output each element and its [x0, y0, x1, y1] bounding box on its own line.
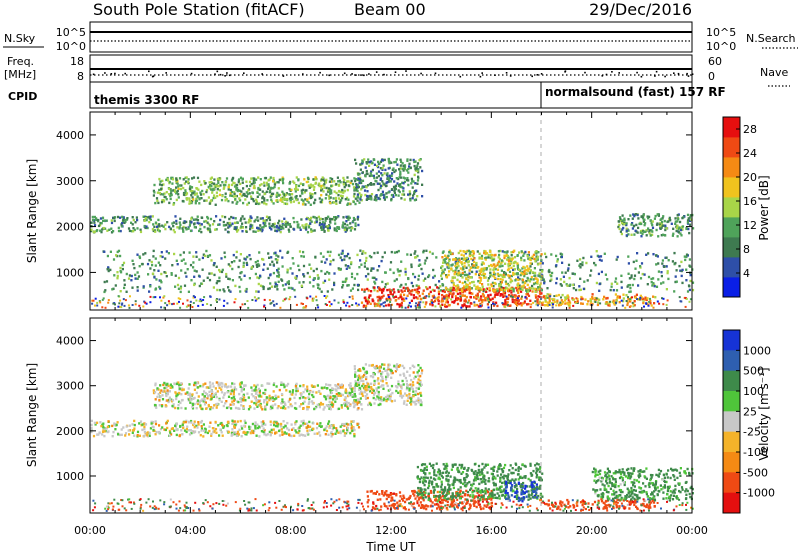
colorbar-tick-label: -1000 — [743, 487, 775, 500]
colorbar-swatch — [723, 137, 740, 157]
cpid-segment-1: themis 3300 RF — [94, 93, 199, 107]
colorbar-tick-label: 24 — [743, 147, 757, 160]
y-tick-label: 4000 — [56, 335, 84, 348]
nsearch-label: N.Search — [746, 32, 796, 45]
x-tick-label: 04:00 — [174, 524, 206, 537]
y-tick-label: 3000 — [56, 380, 84, 393]
colorbar-swatch — [723, 157, 740, 177]
x-tick-label: 00:00 — [74, 524, 106, 537]
colorbar-tick-label: 20 — [743, 171, 757, 184]
feature-3 — [103, 250, 695, 294]
colorbar-swatch — [723, 257, 740, 277]
feature-2 — [353, 158, 423, 202]
station-title: South Pole Station (fitACF) — [93, 0, 305, 19]
colorbar-swatch — [723, 432, 740, 453]
noise-tick-low-left: 10^0 — [56, 40, 86, 53]
power-axis: 1000 2000 3000 4000 — [56, 112, 692, 310]
y-tick-label: 4000 — [56, 129, 84, 142]
time-axis-label: Time UT — [365, 540, 416, 554]
power-panel: 1000 2000 3000 4000 Slant Range [km] 4 8 12 16… — [25, 112, 771, 310]
nave-tick-low: 0 — [708, 70, 715, 83]
cpid-segment-2: normalsound (fast) 157 RF — [545, 85, 726, 99]
y-tick-label: 1000 — [56, 266, 84, 279]
colorbar-swatch — [723, 117, 740, 137]
freq-tick-low: 8 — [77, 70, 84, 83]
feature-7 — [592, 467, 694, 501]
colorbar-tick-label: 8 — [743, 243, 750, 256]
power-ylabel: Slant Range [km] — [25, 159, 39, 263]
feature-1 — [153, 176, 363, 206]
noise-tick-high-right: 10^5 — [706, 26, 736, 39]
colorbar-swatch — [723, 177, 740, 197]
colorbar-swatch — [723, 411, 740, 432]
colorbar-tick-label: 4 — [743, 267, 750, 280]
colorbar-swatch — [723, 371, 740, 392]
colorbar-tick-label: 1000 — [743, 344, 771, 357]
x-tick-label: 12:00 — [375, 524, 407, 537]
y-tick-label: 1000 — [56, 470, 84, 483]
velocity-axis: 1000 2000 3000 4000 — [56, 318, 692, 513]
cpid-label: CPID — [8, 90, 37, 103]
time-axis: 00:00 04:00 08:00 12:00 16:00 20:00 00:00 — [74, 524, 708, 537]
nsky-label: N.Sky — [4, 32, 36, 45]
colorbar-swatch — [723, 452, 740, 473]
x-tick-label: 00:00 — [676, 524, 708, 537]
velocity-colorbar-label: Velocity [m s⁻¹] — [757, 367, 771, 460]
y-tick-label: 2000 — [56, 221, 84, 234]
freq-unit-label: [MHz] — [4, 68, 36, 81]
power-colorbar: 4 8 12 16 20 24 28 — [723, 117, 757, 297]
feature-6 — [546, 499, 656, 510]
noise-tick-low-right: 10^0 — [706, 40, 736, 53]
feature-7 — [617, 213, 694, 238]
noise-tick-high-left: 10^5 — [56, 26, 86, 39]
feature-1 — [153, 381, 363, 410]
colorbar-swatch — [723, 350, 740, 371]
colorbar-swatch — [723, 277, 740, 297]
freq-tick-high: 18 — [70, 55, 84, 68]
freq-label: Freq. — [7, 55, 34, 68]
power-colorbar-label: Power [dB] — [757, 175, 771, 240]
feature-0 — [90, 420, 360, 438]
nave-label: Nave — [760, 66, 788, 79]
feature-0 — [90, 215, 360, 233]
colorbar-swatch — [723, 493, 740, 514]
noise-panel: N.Sky 10^5 10^0 10^5 10^0 N.Search — [3, 22, 798, 53]
colorbar-tick-label: 28 — [743, 123, 757, 136]
colorbar-tick-label: 16 — [743, 195, 757, 208]
y-tick-label: 3000 — [56, 175, 84, 188]
colorbar-tick-label: 25 — [743, 405, 757, 418]
y-tick-label: 2000 — [56, 425, 84, 438]
x-tick-label: 20:00 — [576, 524, 608, 537]
summary-scatter — [93, 70, 694, 77]
colorbar-swatch — [723, 237, 740, 257]
colorbar-tick-label: -500 — [743, 466, 768, 479]
nave-tick-high: 60 — [708, 55, 722, 68]
colorbar-swatch — [723, 391, 740, 412]
colorbar-tick-label: 12 — [743, 219, 757, 232]
beam-label: Beam 00 — [354, 0, 426, 19]
colorbar-swatch — [723, 197, 740, 217]
feature-2 — [354, 363, 424, 406]
colorbar-swatch — [723, 217, 740, 237]
velocity-ylabel: Slant Range [km] — [25, 363, 39, 467]
colorbar-swatch — [723, 472, 740, 493]
frequency-panel: Freq. [MHz] 18 8 60 0 Nave — [4, 55, 790, 86]
x-tick-label: 08:00 — [275, 524, 307, 537]
cpid-panel: CPID themis 3300 RF normalsound (fast) 1… — [8, 82, 726, 108]
near-range-scatter — [91, 295, 692, 309]
velocity-data-layer — [90, 363, 694, 512]
date-label: 29/Dec/2016 — [589, 0, 692, 19]
x-tick-label: 16:00 — [475, 524, 507, 537]
power-data-layer — [90, 158, 694, 309]
colorbar-swatch — [723, 330, 740, 351]
